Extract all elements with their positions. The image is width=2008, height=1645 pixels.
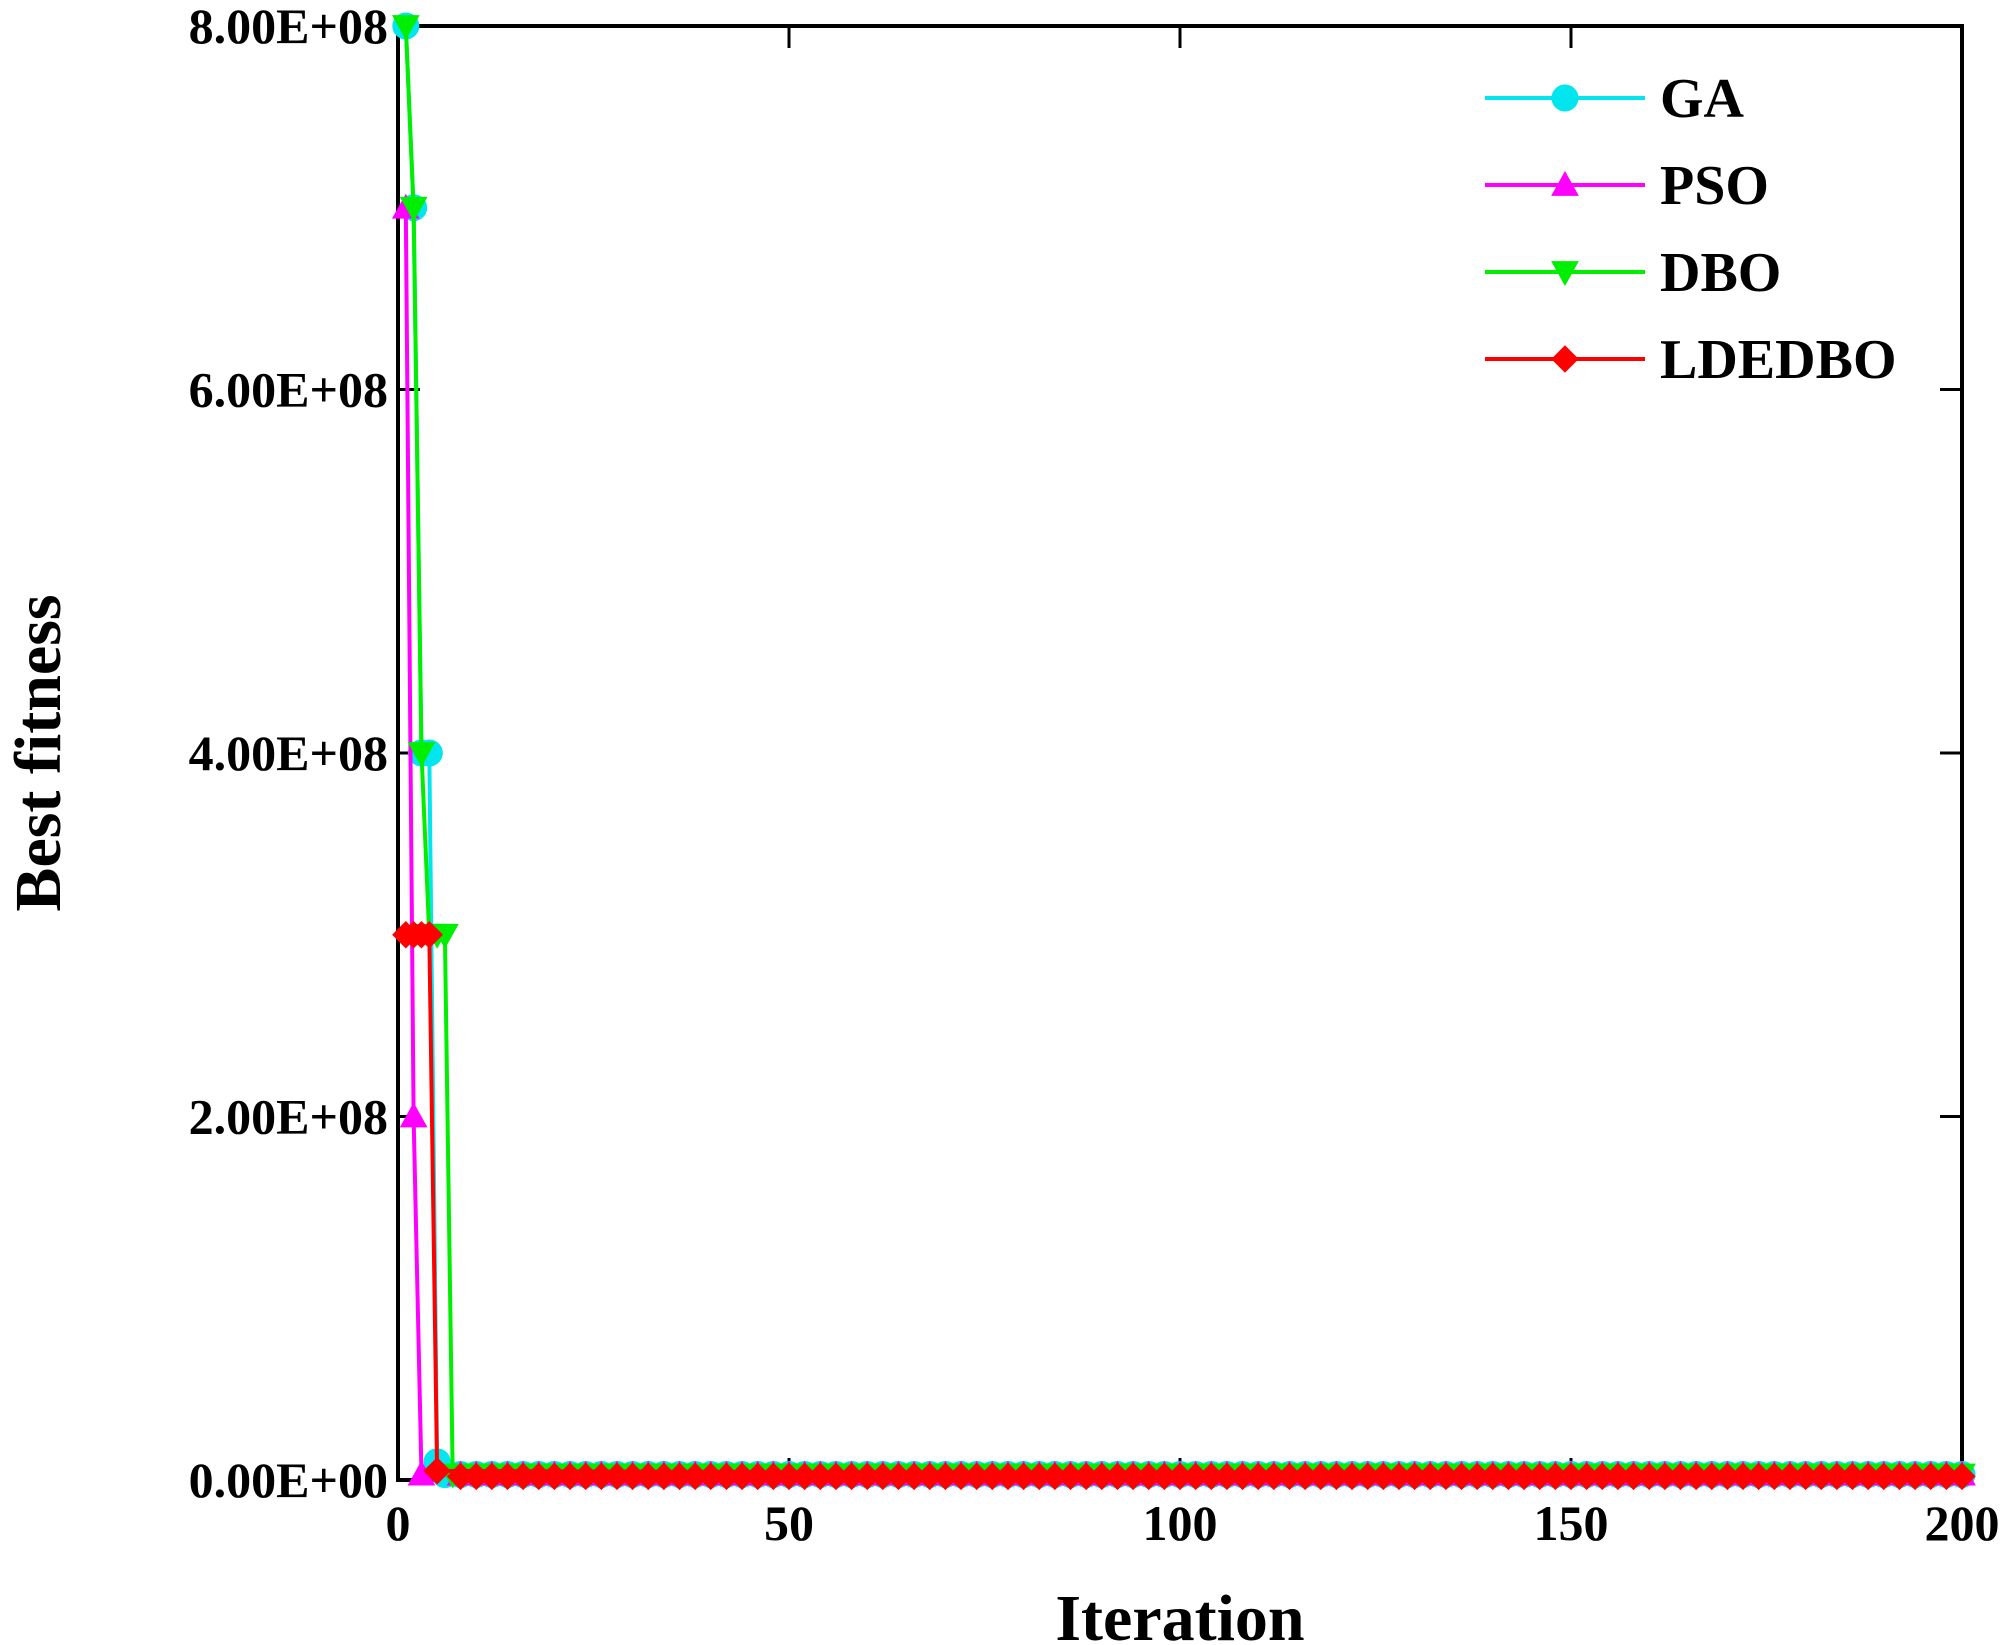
x-tick-label: 200 xyxy=(1925,1495,2000,1551)
x-tick-label: 150 xyxy=(1534,1495,1609,1551)
x-tick-label: 100 xyxy=(1143,1495,1218,1551)
data-point-marker xyxy=(407,742,436,768)
series-line xyxy=(403,207,1962,1477)
y-tick-label: 2.00E+08 xyxy=(189,1089,388,1145)
y-axis-title: Best fitness xyxy=(2,594,75,911)
legend-marker-swatch xyxy=(1551,345,1579,373)
legend-label: LDEDBO xyxy=(1660,329,1897,391)
legend-label: DBO xyxy=(1660,242,1781,304)
legend-marker-swatch xyxy=(1551,170,1579,196)
data-point-marker xyxy=(399,1102,428,1128)
data-point-marker xyxy=(423,1457,451,1485)
legend-label: PSO xyxy=(1660,155,1769,217)
series-dbo xyxy=(391,15,1976,1489)
axis-ticks: 0 50 100 150 200 0.00E+00 2.00E+08 4.00E+08 6.00… xyxy=(189,0,2000,1551)
legend-item-dbo: DBO xyxy=(1485,242,1781,304)
data-point-marker xyxy=(1948,1462,1976,1491)
data-point-marker xyxy=(415,921,443,949)
y-tick-label: 8.00E+08 xyxy=(189,0,388,54)
data-point-marker xyxy=(399,196,428,222)
legend: GA PSO DBO LDEDBO xyxy=(1485,68,1897,391)
series-ldedbo xyxy=(392,921,1976,1491)
legend-marker-swatch xyxy=(1551,261,1579,287)
x-axis-title: Iteration xyxy=(1055,1582,1304,1645)
y-tick-label: 6.00E+08 xyxy=(189,362,388,418)
y-tick-label: 0.00E+00 xyxy=(189,1452,388,1508)
x-tick-label: 50 xyxy=(764,1495,814,1551)
data-point-marker xyxy=(391,15,420,41)
legend-item-ldedbo: LDEDBO xyxy=(1485,329,1897,391)
series-layer xyxy=(391,12,1976,1491)
x-tick-label: 0 xyxy=(386,1495,411,1551)
series-markers xyxy=(391,15,1976,1489)
series-line xyxy=(405,932,1963,1479)
series-markers xyxy=(392,921,1976,1491)
legend-item-ga: GA xyxy=(1485,68,1745,130)
legend-item-pso: PSO xyxy=(1485,155,1769,217)
y-tick-label: 4.00E+08 xyxy=(189,725,388,781)
series-markers xyxy=(392,12,1976,1489)
legend-label: GA xyxy=(1660,68,1745,130)
legend-marker-swatch xyxy=(1551,84,1579,112)
series-ga xyxy=(392,12,1976,1489)
